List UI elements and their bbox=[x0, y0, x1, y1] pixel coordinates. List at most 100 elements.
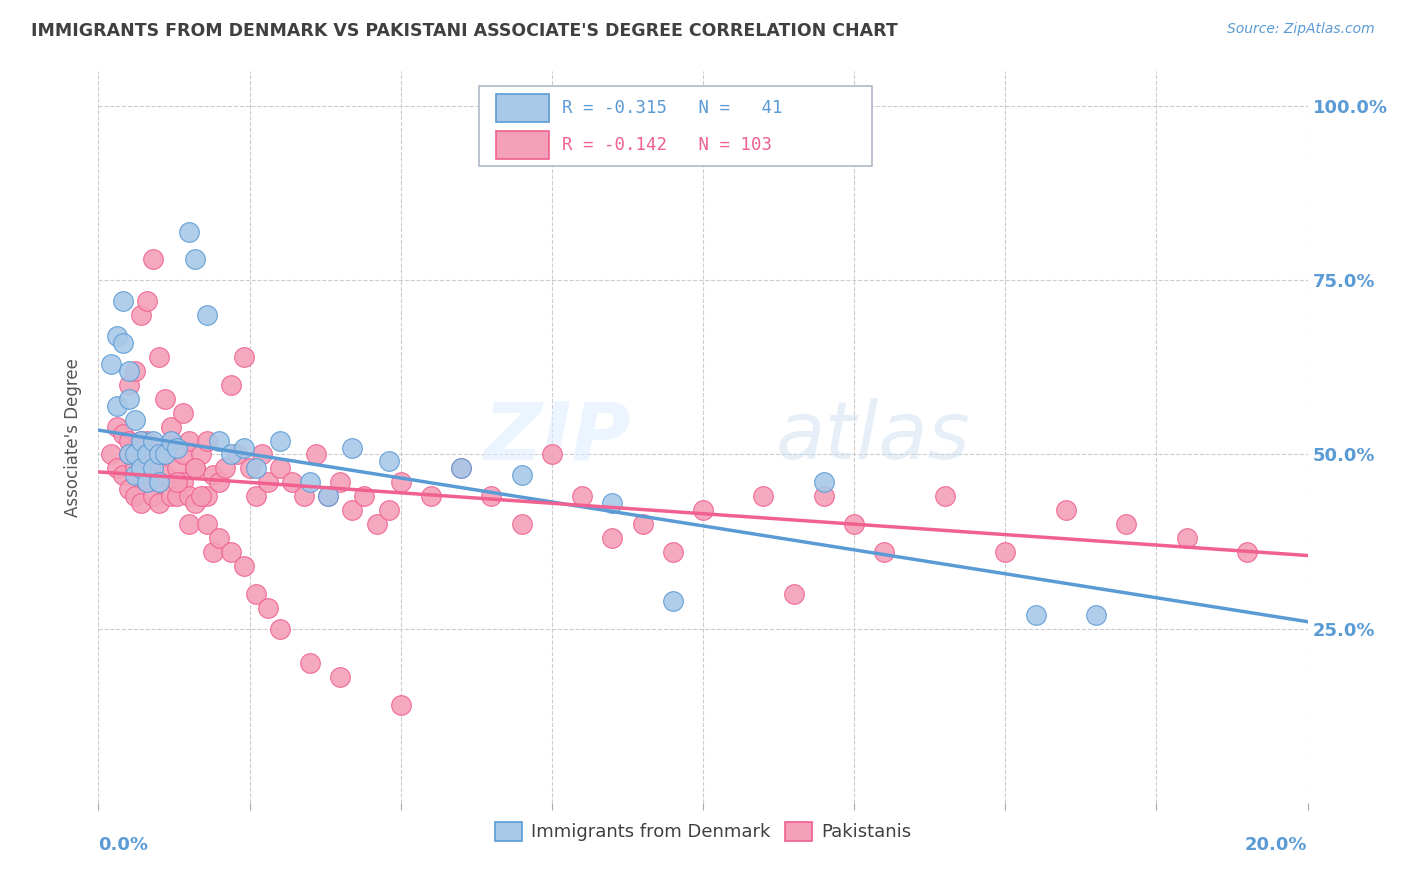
Point bbox=[179, 434, 201, 448]
Text: ZIP: ZIP bbox=[484, 398, 630, 476]
Point bbox=[202, 545, 225, 559]
Point bbox=[221, 545, 243, 559]
Point bbox=[129, 308, 152, 322]
Point bbox=[342, 441, 364, 455]
Point bbox=[1115, 517, 1137, 532]
Point bbox=[153, 468, 176, 483]
Point bbox=[135, 448, 157, 462]
Point bbox=[232, 558, 254, 573]
Point bbox=[450, 461, 472, 475]
Point bbox=[129, 461, 152, 475]
Point bbox=[329, 475, 352, 490]
Legend: Immigrants from Denmark, Pakistanis: Immigrants from Denmark, Pakistanis bbox=[488, 814, 918, 848]
Point bbox=[316, 489, 339, 503]
Point bbox=[179, 225, 201, 239]
Point bbox=[153, 448, 176, 462]
Point bbox=[420, 489, 443, 503]
Point bbox=[540, 448, 562, 462]
Point bbox=[148, 350, 170, 364]
Point bbox=[377, 503, 399, 517]
Point bbox=[269, 434, 291, 448]
Point bbox=[269, 461, 291, 475]
Point bbox=[160, 489, 183, 503]
Point bbox=[179, 489, 201, 503]
Point bbox=[226, 448, 249, 462]
Point bbox=[135, 434, 157, 448]
Point bbox=[342, 503, 364, 517]
Point bbox=[135, 294, 157, 309]
Point bbox=[214, 461, 236, 475]
Point bbox=[661, 594, 683, 608]
Point bbox=[481, 489, 503, 503]
Point bbox=[124, 468, 146, 483]
Point bbox=[179, 517, 201, 532]
Point bbox=[202, 468, 225, 483]
Point bbox=[245, 461, 267, 475]
Point bbox=[256, 475, 278, 490]
Point bbox=[602, 531, 624, 545]
Point bbox=[166, 441, 188, 455]
Point bbox=[256, 600, 278, 615]
FancyBboxPatch shape bbox=[496, 94, 550, 121]
Point bbox=[166, 489, 188, 503]
Point bbox=[148, 496, 170, 510]
Point bbox=[389, 475, 412, 490]
Point bbox=[184, 461, 207, 475]
Point bbox=[118, 448, 141, 462]
Point bbox=[124, 448, 146, 462]
Point bbox=[124, 412, 146, 426]
Point bbox=[208, 434, 231, 448]
Point bbox=[153, 448, 176, 462]
Point bbox=[1024, 607, 1046, 622]
Point bbox=[111, 426, 134, 441]
Point bbox=[172, 475, 194, 490]
Point bbox=[129, 434, 152, 448]
Point bbox=[124, 448, 146, 462]
Point bbox=[232, 441, 254, 455]
Point bbox=[166, 475, 188, 490]
Point bbox=[281, 475, 304, 490]
Point bbox=[934, 489, 956, 503]
Point bbox=[1175, 531, 1198, 545]
Point bbox=[160, 434, 183, 448]
Point bbox=[118, 483, 141, 497]
Point bbox=[305, 448, 328, 462]
Point bbox=[105, 399, 128, 413]
Point bbox=[239, 461, 262, 475]
Point bbox=[873, 545, 896, 559]
Point bbox=[221, 448, 243, 462]
Point bbox=[129, 434, 152, 448]
Point bbox=[631, 517, 654, 532]
Point bbox=[510, 468, 533, 483]
Point bbox=[135, 475, 157, 490]
Point bbox=[142, 461, 165, 475]
Point bbox=[299, 657, 322, 671]
Point bbox=[245, 489, 267, 503]
Point bbox=[100, 357, 122, 371]
Point bbox=[142, 461, 165, 475]
Point bbox=[105, 419, 128, 434]
Point bbox=[129, 496, 152, 510]
Point bbox=[661, 545, 683, 559]
Point bbox=[299, 475, 322, 490]
Point bbox=[148, 448, 170, 462]
Point bbox=[450, 461, 472, 475]
Point bbox=[105, 461, 128, 475]
Point bbox=[100, 448, 122, 462]
Point bbox=[195, 517, 218, 532]
Text: 0.0%: 0.0% bbox=[98, 836, 149, 854]
Text: IMMIGRANTS FROM DENMARK VS PAKISTANI ASSOCIATE'S DEGREE CORRELATION CHART: IMMIGRANTS FROM DENMARK VS PAKISTANI ASS… bbox=[31, 22, 897, 40]
Point bbox=[111, 336, 134, 351]
Point bbox=[160, 419, 183, 434]
Point bbox=[510, 517, 533, 532]
Text: Source: ZipAtlas.com: Source: ZipAtlas.com bbox=[1227, 22, 1375, 37]
Y-axis label: Associate's Degree: Associate's Degree bbox=[65, 358, 83, 516]
Point bbox=[221, 377, 243, 392]
Point bbox=[329, 670, 352, 684]
Point bbox=[184, 496, 207, 510]
Point bbox=[153, 392, 176, 406]
Point bbox=[184, 461, 207, 475]
Point bbox=[245, 587, 267, 601]
Point bbox=[148, 475, 170, 490]
Point bbox=[118, 364, 141, 378]
